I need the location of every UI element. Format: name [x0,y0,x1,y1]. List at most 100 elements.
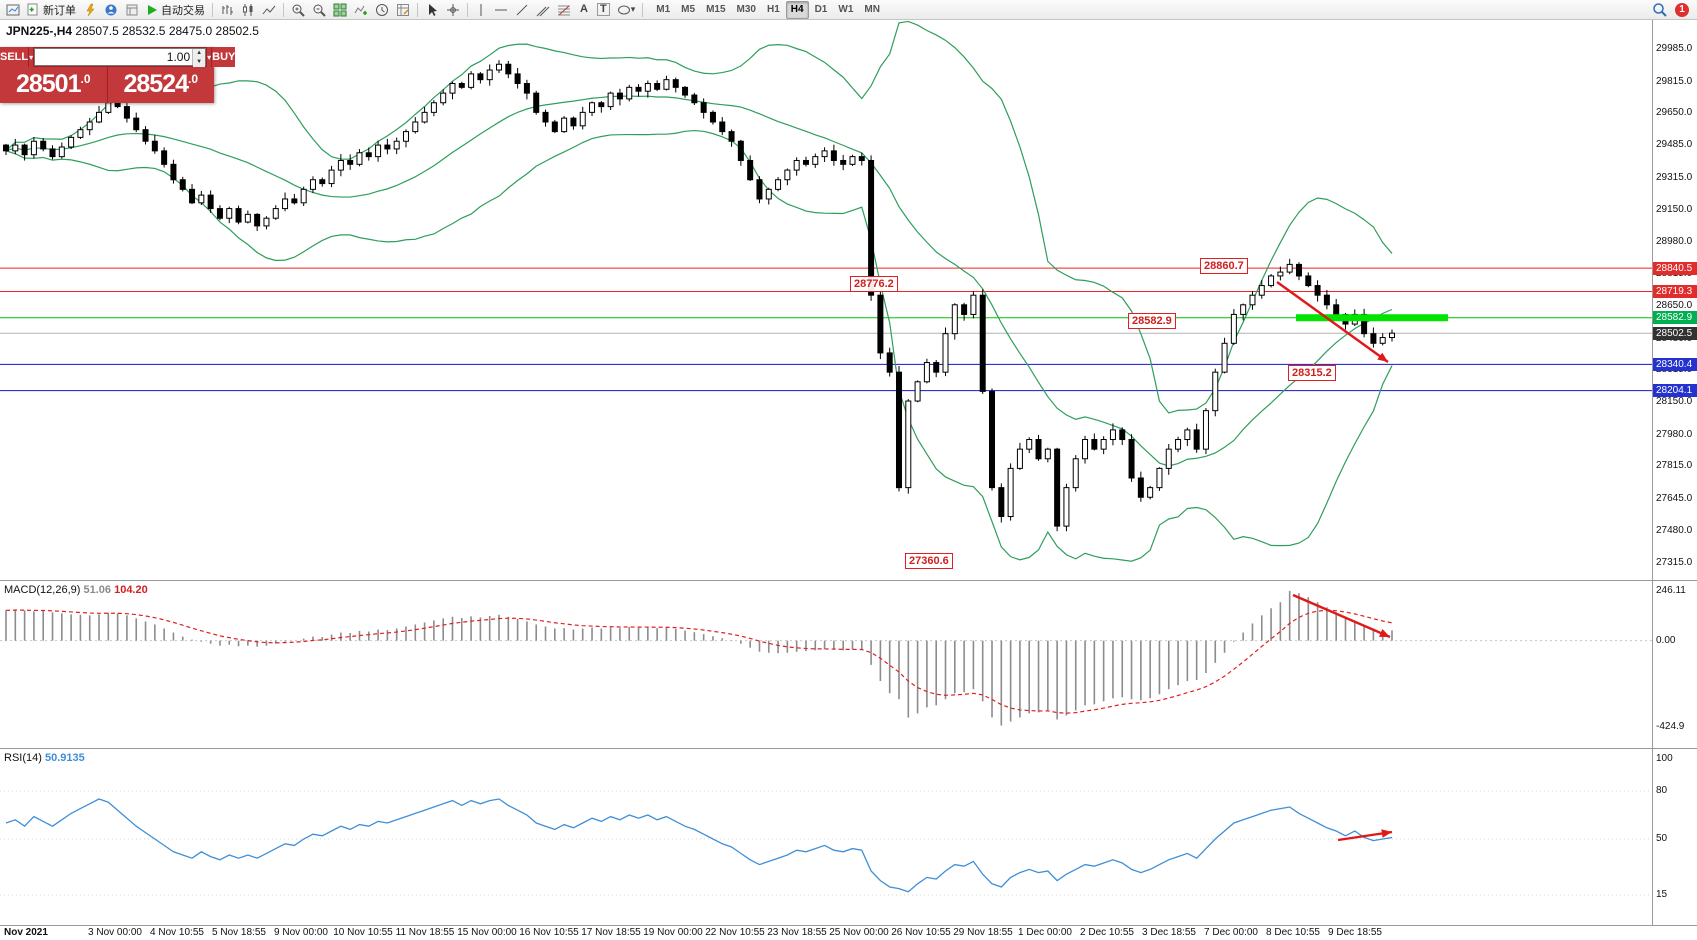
candle [68,136,75,148]
candlestick-chart-icon[interactable] [238,1,258,19]
sell-label[interactable]: SELL [0,47,29,67]
price-tag-28840.5[interactable]: 28840.5 [1653,261,1697,275]
buy-label[interactable]: BUY [212,47,236,67]
template-icon[interactable] [393,1,413,19]
candle [189,188,196,204]
candle [933,362,940,373]
price-level-label-28860.7[interactable]: 28860.7 [1200,258,1248,274]
price-level-label-27360.6[interactable]: 27360.6 [905,553,953,569]
rsi-value: 50.9135 [44,752,85,764]
candle [421,111,428,123]
bar-chart-icon[interactable] [217,1,237,19]
timeframe-button-M1[interactable]: M1 [656,4,671,15]
price-tag-28502.5[interactable]: 28502.5 [1653,326,1697,340]
new-order-button[interactable]: 新订单 [24,1,79,19]
text-tool-icon[interactable]: A [580,3,588,15]
timeframe-button-D1[interactable]: D1 [814,4,828,15]
tile-windows-icon[interactable] [330,1,350,19]
price-level-label-28776.2[interactable]: 28776.2 [850,276,898,292]
volume-down-icon[interactable]: ▼ [193,58,206,67]
timeframe-button-H1[interactable]: H1 [766,4,780,15]
candle [254,213,261,227]
rsi-title: RSI(14) 50.9135 [4,752,85,764]
data-window-icon[interactable] [101,1,121,19]
fibonacci-icon[interactable] [554,1,574,19]
candle [542,111,549,123]
channel-icon[interactable] [533,1,553,19]
candle [830,150,837,161]
crosshair-icon[interactable] [443,1,463,19]
price-chart-canvas[interactable] [0,20,1652,580]
rsi-panel: RSI(14) 50.9135 [0,748,1652,925]
autotrade-button[interactable]: 自动交易 [143,1,208,19]
line-chart-icon[interactable] [259,1,279,19]
sell-dropdown-icon[interactable]: ▾ [28,47,35,67]
candle [626,86,633,100]
candle [895,371,902,489]
market-watch-icon[interactable] [80,1,100,19]
toolbar: 新订单 自动交易 [0,0,1697,20]
zoom-in-icon[interactable] [288,1,308,19]
macd-signal-value: 104.20 [114,584,148,596]
candle [58,146,65,158]
shapes-icon[interactable]: ▾ [614,1,639,19]
add-indicator-icon[interactable] [351,1,371,19]
rsi-canvas[interactable] [0,749,1652,925]
horizontal-line-icon[interactable] [491,1,511,19]
price-level-label-28582.9[interactable]: 28582.9 [1128,313,1176,329]
timeframe-button-M30[interactable]: M30 [736,4,756,15]
candle [468,73,475,88]
candle [198,194,205,204]
volume-up-icon[interactable]: ▲ [193,49,206,58]
notification-badge[interactable]: 1 [1675,2,1689,17]
buy-price-button[interactable]: 28524 .0 [107,67,214,103]
trend-arrow[interactable] [1379,629,1390,637]
sell-price-button[interactable]: 28501 .0 [0,67,107,103]
time-tick: 5 Nov 18:55 [212,927,266,938]
zoom-out-icon[interactable] [309,1,329,19]
candle [812,156,819,165]
price-tag-28582.9[interactable]: 28582.9 [1653,311,1697,325]
macd-value: 51.06 [83,584,112,596]
volume-input[interactable] [35,49,193,65]
candle [598,102,605,108]
candle [1165,448,1172,469]
price-tag-28204.1[interactable]: 28204.1 [1653,384,1697,398]
price-level-label-28315.2[interactable]: 28315.2 [1288,365,1336,381]
autotrade-label: 自动交易 [161,4,205,17]
time-tick: 3 Dec 18:55 [1142,927,1196,938]
timeframe-button-M15[interactable]: M15 [706,4,726,15]
navigator-icon[interactable] [122,1,142,19]
candle [728,131,735,142]
trendline-icon[interactable] [512,1,532,19]
timeframe-button-MN[interactable]: MN [864,4,880,15]
search-icon[interactable] [1649,1,1670,19]
macd-canvas[interactable] [0,581,1652,748]
timeframe-button-W1[interactable]: W1 [838,4,854,15]
price-tick: 29815.0 [1656,75,1693,87]
candle [114,102,121,108]
price-tick: 27815.0 [1656,460,1693,472]
timeframe-button-M5[interactable]: M5 [681,4,696,15]
buy-dropdown-icon[interactable]: ▾ [206,47,213,67]
time-axis[interactable]: Nov 2021 3 Nov 00:00 4 Nov 10:55 5 Nov 18:5… [0,925,1697,940]
trend-arrow[interactable] [1381,829,1392,838]
price-tag-28340.4[interactable]: 28340.4 [1653,357,1697,371]
price-tag-28719.3[interactable]: 28719.3 [1653,284,1697,298]
cursor-icon[interactable] [422,1,442,19]
candle [765,188,772,200]
candle [365,152,372,158]
volume-spinner: ▲ ▼ [192,49,206,67]
period-clock-icon[interactable] [372,1,392,19]
vertical-line-icon[interactable] [472,1,490,19]
support-highlight-segment[interactable] [1296,314,1448,322]
text-label-icon[interactable]: T [594,1,613,19]
price-axis[interactable]: 29985.0 29815.0 29650.0 29485.0 29315.0 29150… [1652,20,1697,925]
trend-arrow[interactable] [1377,352,1388,362]
candle [737,140,744,161]
chart-window-icon[interactable] [3,1,23,19]
timeframe-button-H4[interactable]: H4 [785,0,809,19]
candle [905,400,912,489]
candle [514,73,521,85]
